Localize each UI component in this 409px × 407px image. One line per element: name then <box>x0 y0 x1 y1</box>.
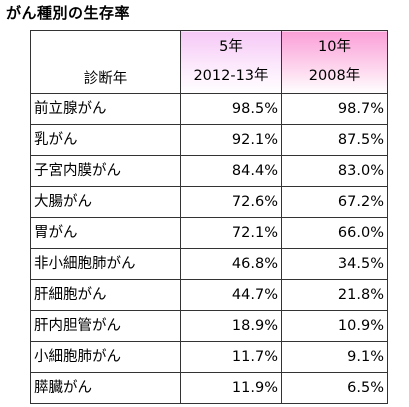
five-year-rate: 44.7% <box>180 279 282 311</box>
ten-year-rate: 83.0% <box>281 155 388 187</box>
cancer-type: 肝細胞がん <box>30 279 181 311</box>
five-year-rate: 11.7% <box>180 341 282 373</box>
table-row: 小細胞肺がん 11.7% 9.1% <box>30 341 388 373</box>
header-10-year: 10年 2008年 <box>281 30 388 94</box>
table-row: 胃がん 72.1% 66.0% <box>30 217 388 249</box>
five-year-rate: 18.9% <box>180 310 282 342</box>
ten-year-rate: 98.7% <box>281 93 388 125</box>
ten-year-rate: 21.8% <box>281 279 388 311</box>
table-row: 大腸がん 72.6% 67.2% <box>30 186 388 218</box>
ten-year-rate: 66.0% <box>281 217 388 249</box>
five-year-rate: 98.5% <box>180 93 282 125</box>
survival-rate-table: 診断年 5年 2012-13年 10年 2008年 前立腺がん 98.5% 98… <box>30 30 388 404</box>
table-row: 肝細胞がん 44.7% 21.8% <box>30 279 388 311</box>
ten-year-rate: 67.2% <box>281 186 388 218</box>
ten-year-rate: 6.5% <box>281 372 388 404</box>
page-title: がん種別の生存率 <box>6 4 131 22</box>
five-year-rate: 72.6% <box>180 186 282 218</box>
table-row: 肝内胆管がん 18.9% 10.9% <box>30 310 388 342</box>
five-year-rate: 46.8% <box>180 248 282 280</box>
table-row: 膵臓がん 11.9% 6.5% <box>30 372 388 404</box>
cancer-type: 肝内胆管がん <box>30 310 181 342</box>
header-10-year-bottom: 2008年 <box>308 68 361 84</box>
header-row: 診断年 5年 2012-13年 10年 2008年 <box>30 30 388 94</box>
ten-year-rate: 9.1% <box>281 341 388 373</box>
ten-year-rate: 87.5% <box>281 124 388 156</box>
cancer-type: 乳がん <box>30 124 181 156</box>
cancer-type: 大腸がん <box>30 186 181 218</box>
cancer-type: 前立腺がん <box>30 93 181 125</box>
five-year-rate: 92.1% <box>180 124 282 156</box>
header-5-year-bottom: 2012-13年 <box>193 68 269 84</box>
cancer-type: 非小細胞肺がん <box>30 248 181 280</box>
five-year-rate: 84.4% <box>180 155 282 187</box>
ten-year-rate: 34.5% <box>281 248 388 280</box>
five-year-rate: 11.9% <box>180 372 282 404</box>
cancer-type: 膵臓がん <box>30 372 181 404</box>
table-row: 非小細胞肺がん 46.8% 34.5% <box>30 248 388 280</box>
header-10-year-top: 10年 <box>318 39 351 55</box>
table-row: 子宮内膜がん 84.4% 83.0% <box>30 155 388 187</box>
header-diagnosis-year: 診断年 <box>30 30 181 94</box>
header-row-label: 診断年 <box>83 71 128 87</box>
table-row: 乳がん 92.1% 87.5% <box>30 124 388 156</box>
five-year-rate: 72.1% <box>180 217 282 249</box>
header-5-year: 5年 2012-13年 <box>180 30 282 94</box>
cancer-type: 小細胞肺がん <box>30 341 181 373</box>
table-row: 前立腺がん 98.5% 98.7% <box>30 93 388 125</box>
cancer-type: 子宮内膜がん <box>30 155 181 187</box>
cancer-type: 胃がん <box>30 217 181 249</box>
ten-year-rate: 10.9% <box>281 310 388 342</box>
header-5-year-top: 5年 <box>219 39 243 55</box>
